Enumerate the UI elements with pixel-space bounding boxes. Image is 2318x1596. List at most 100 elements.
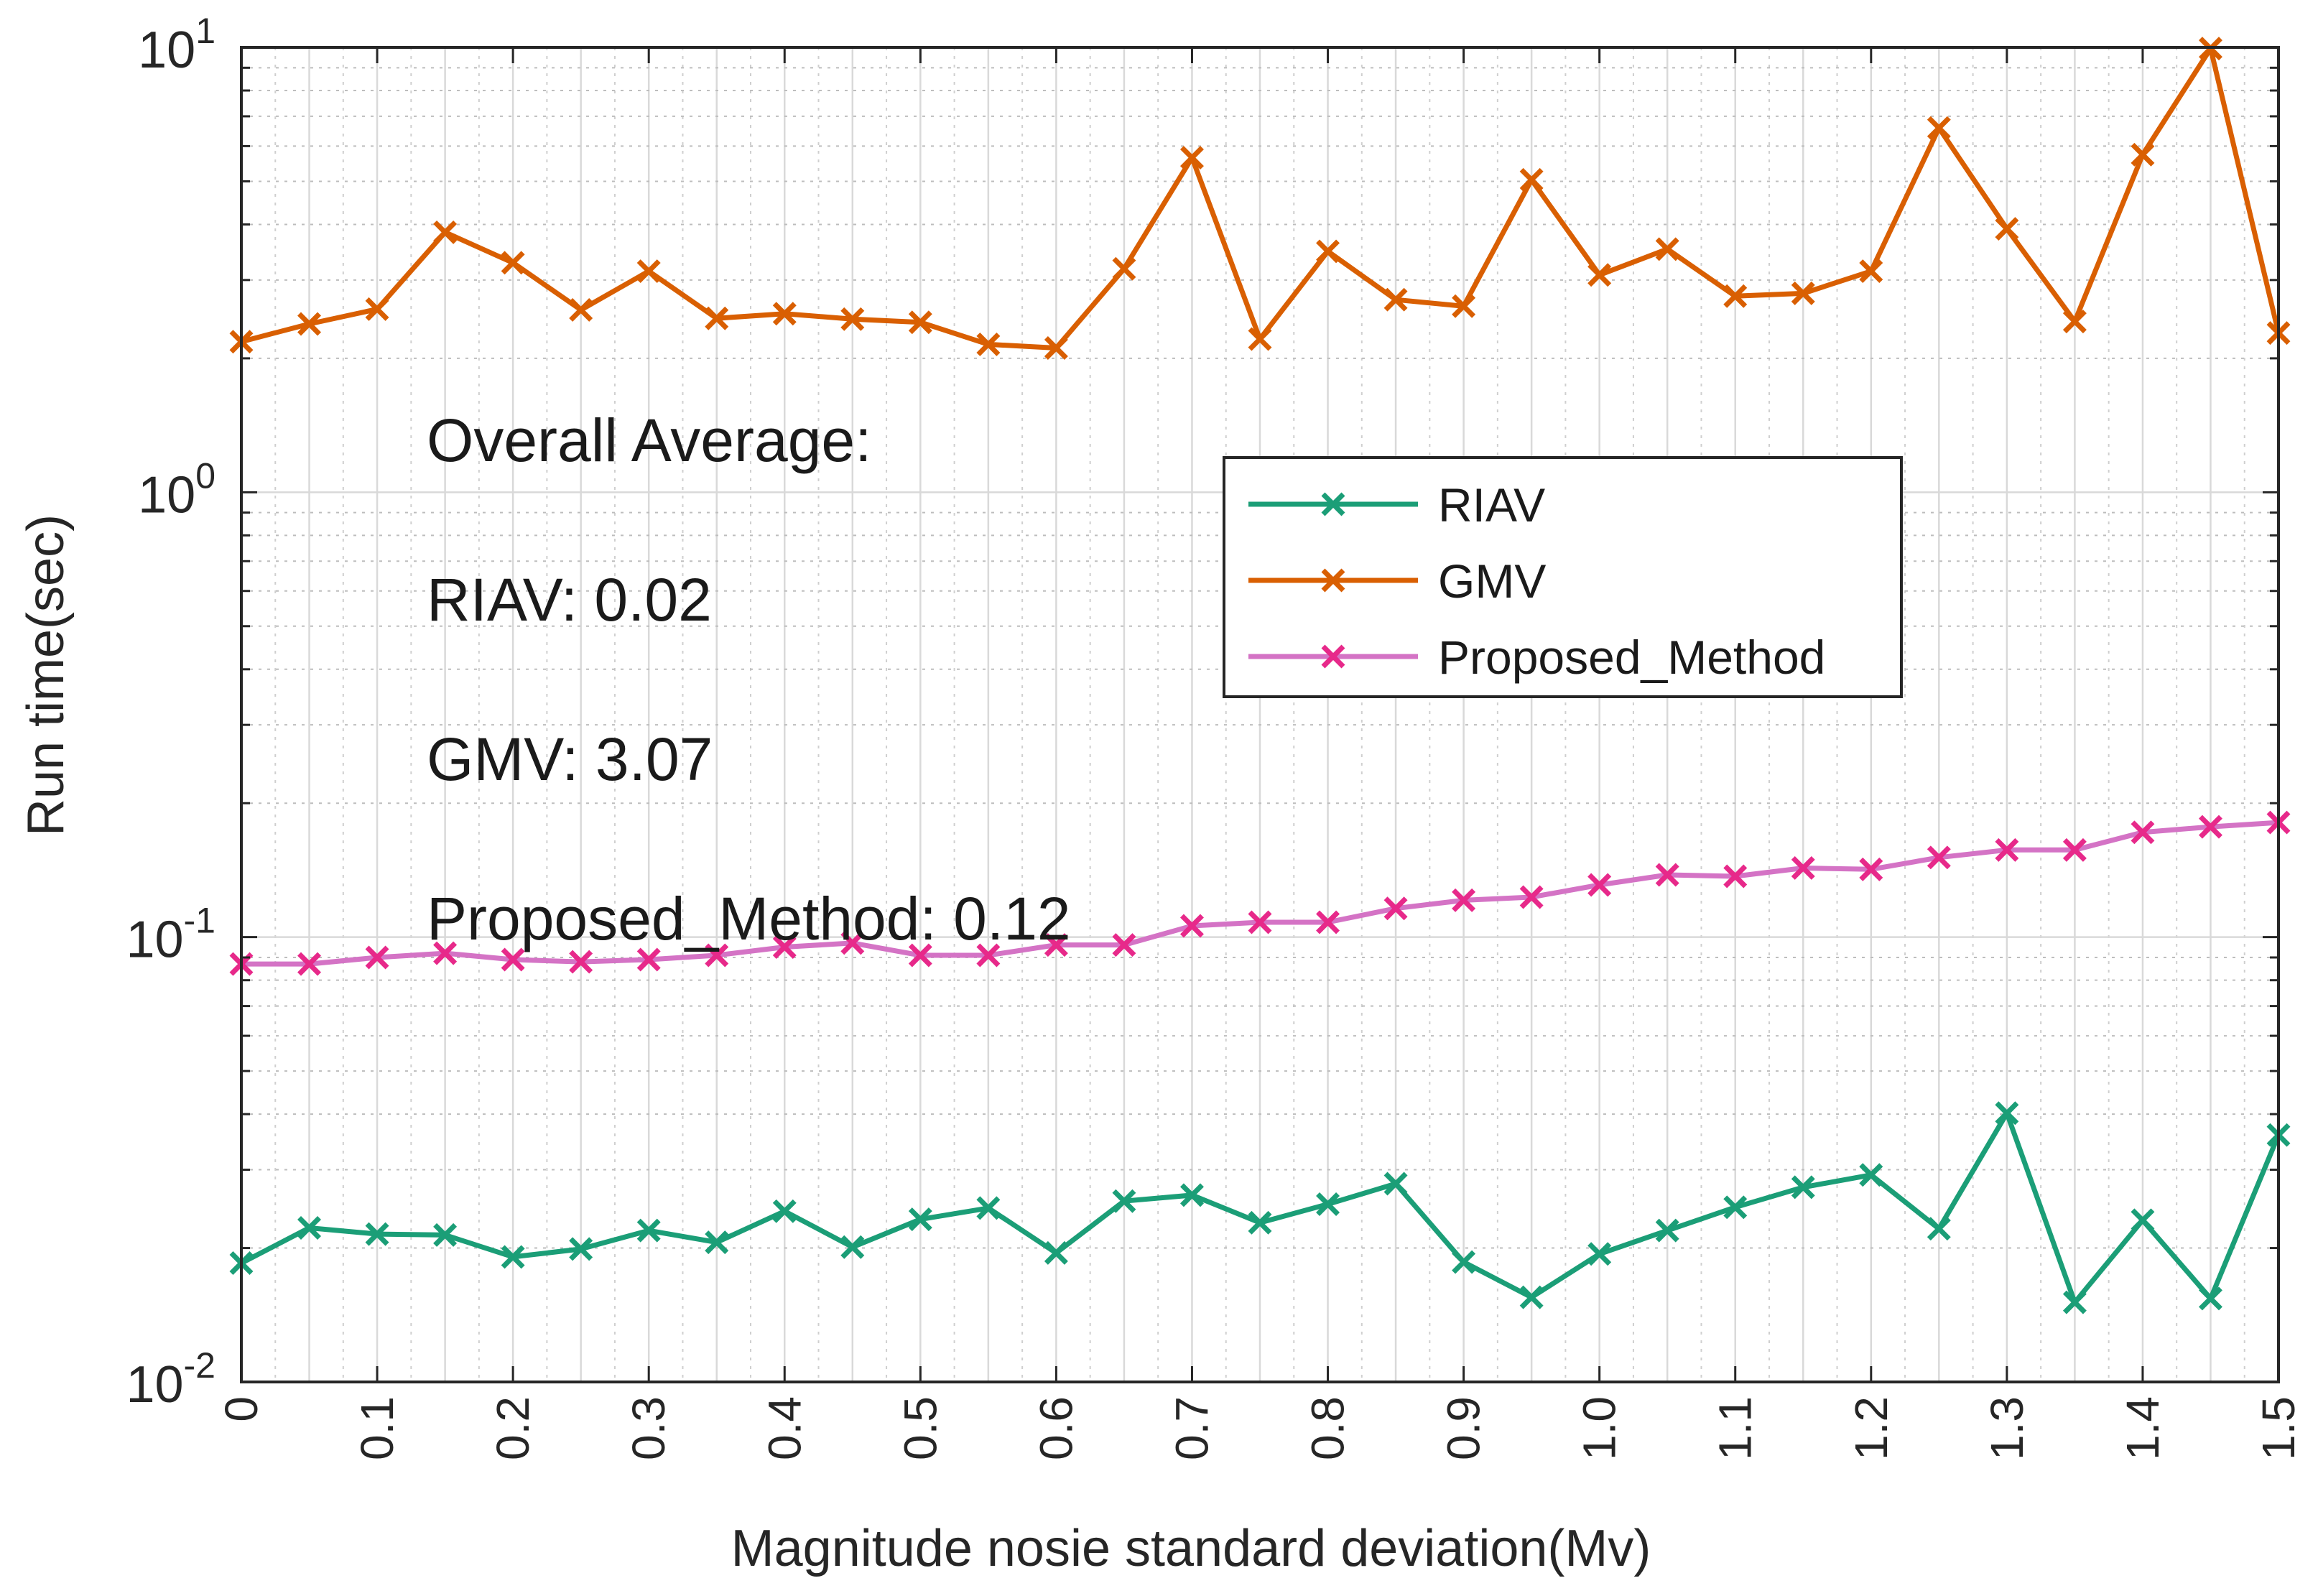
x-tick-label: 0.8	[1302, 1396, 1354, 1460]
data-point-riav	[1859, 1163, 1883, 1187]
data-point-proposed-method	[1655, 863, 1679, 887]
data-point-riav	[501, 1245, 525, 1269]
y-tick-label-exponent: -2	[184, 1345, 215, 1386]
data-point-riav	[976, 1196, 1001, 1220]
data-point-gmv	[433, 220, 458, 244]
data-point-riav	[1316, 1192, 1340, 1216]
data-point-proposed-method	[1587, 873, 1612, 897]
data-point-proposed-method	[1383, 896, 1408, 921]
data-point-proposed-method	[2198, 815, 2222, 839]
legend-marker-gmv	[1321, 568, 1345, 593]
data-point-gmv	[1655, 237, 1679, 261]
data-point-proposed-method	[569, 950, 593, 974]
y-tick-label: 10-2	[126, 1345, 215, 1414]
data-point-gmv	[1248, 327, 1272, 351]
data-point-proposed-method	[501, 947, 525, 972]
data-point-riav	[1112, 1189, 1136, 1213]
data-point-riav	[772, 1199, 797, 1223]
data-point-gmv	[705, 306, 729, 330]
data-point-proposed-method	[1452, 888, 1476, 912]
data-point-proposed-method	[365, 945, 389, 970]
y-tick-label-base: 10	[126, 911, 183, 969]
y-tick-label-base: 10	[138, 466, 195, 524]
data-point-proposed-method	[1316, 910, 1340, 934]
data-point-riav	[1179, 1183, 1204, 1207]
data-point-gmv	[1927, 116, 1951, 140]
x-tick-label: 1.3	[1981, 1396, 2033, 1460]
data-point-gmv	[365, 297, 389, 321]
data-point-gmv	[297, 312, 322, 336]
data-point-gmv	[2062, 310, 2087, 334]
x-tick-label: 0.2	[487, 1396, 539, 1460]
data-point-proposed-method	[908, 943, 932, 968]
x-tick-label: 0.7	[1166, 1396, 1218, 1460]
legend-marker-proposed-method	[1321, 644, 1345, 669]
data-point-gmv	[908, 310, 932, 335]
x-tick-label: 0.5	[894, 1396, 946, 1460]
legend-marker-riav	[1321, 492, 1345, 516]
data-point-proposed-method	[705, 943, 729, 968]
data-point-proposed-method	[1248, 910, 1272, 934]
data-point-gmv	[840, 307, 865, 331]
data-point-proposed-method	[1723, 864, 1748, 889]
data-point-riav	[2198, 1286, 2222, 1311]
data-point-riav	[2062, 1290, 2087, 1314]
y-tick-label-exponent: -1	[184, 901, 215, 941]
x-tick-label: 0.4	[759, 1396, 810, 1460]
y-tick-label: 101	[138, 11, 215, 79]
series-lines	[229, 37, 2291, 1314]
x-tick-label: 0.1	[351, 1396, 403, 1460]
series-proposed-method	[229, 810, 2291, 976]
data-point-gmv	[1383, 287, 1408, 312]
data-point-proposed-method	[2131, 820, 2155, 845]
data-point-gmv	[1044, 336, 1068, 360]
x-tick-label: 1.1	[1710, 1396, 1761, 1460]
data-point-proposed-method	[1519, 885, 1544, 909]
data-point-gmv	[1452, 294, 1476, 318]
annotation-line: Overall Average:	[427, 407, 871, 474]
y-tick-label: 10-1	[126, 901, 215, 969]
data-point-riav	[1452, 1250, 1476, 1274]
x-tick-label: 0.6	[1030, 1396, 1082, 1460]
x-tick-label: 1.0	[1574, 1396, 1626, 1460]
data-point-gmv	[1179, 146, 1204, 170]
legend: RIAV GMV Proposed_Method	[1223, 456, 1903, 698]
data-point-riav	[1995, 1101, 2019, 1126]
data-point-proposed-method	[1112, 933, 1136, 957]
data-point-riav	[705, 1230, 729, 1255]
x-tick-label: 1.5	[2253, 1396, 2304, 1460]
annotation-line: GMV: 3.07	[427, 725, 713, 793]
data-point-proposed-method	[1995, 838, 2019, 862]
x-tick-label: 1.4	[2117, 1396, 2169, 1460]
data-point-riav	[1655, 1218, 1679, 1243]
data-point-proposed-method	[1859, 857, 1883, 881]
annotation-line: Proposed_Method: 0.12	[427, 885, 1071, 952]
data-point-gmv	[2131, 142, 2155, 167]
annotation-block: Overall Average: RIAV: 0.02 GMV: 3.07 Propo…	[427, 407, 1071, 952]
data-point-gmv	[1723, 284, 1748, 308]
data-point-riav	[297, 1216, 322, 1240]
data-point-riav	[840, 1235, 865, 1259]
plot-frame	[240, 46, 2280, 1383]
data-point-proposed-method	[636, 947, 661, 972]
data-point-gmv	[1112, 256, 1136, 281]
legend-label-gmv: GMV	[1438, 555, 1546, 608]
data-point-riav	[569, 1237, 593, 1261]
data-point-proposed-method	[1044, 933, 1068, 957]
data-point-gmv	[569, 297, 593, 322]
data-point-gmv	[772, 302, 797, 326]
legend-label-proposed-method: Proposed_Method	[1438, 631, 1825, 684]
y-tick-label: 100	[138, 455, 215, 524]
data-point-proposed-method	[1179, 914, 1204, 938]
data-point-proposed-method	[297, 952, 322, 976]
data-point-gmv	[1859, 259, 1883, 284]
data-point-riav	[365, 1222, 389, 1246]
data-point-riav	[1248, 1210, 1272, 1235]
data-point-riav	[1519, 1285, 1544, 1309]
series-riav	[229, 1101, 2291, 1314]
data-point-proposed-method	[976, 943, 1001, 968]
data-point-riav	[1927, 1217, 1951, 1241]
y-tick-label-exponent: 0	[195, 455, 215, 496]
